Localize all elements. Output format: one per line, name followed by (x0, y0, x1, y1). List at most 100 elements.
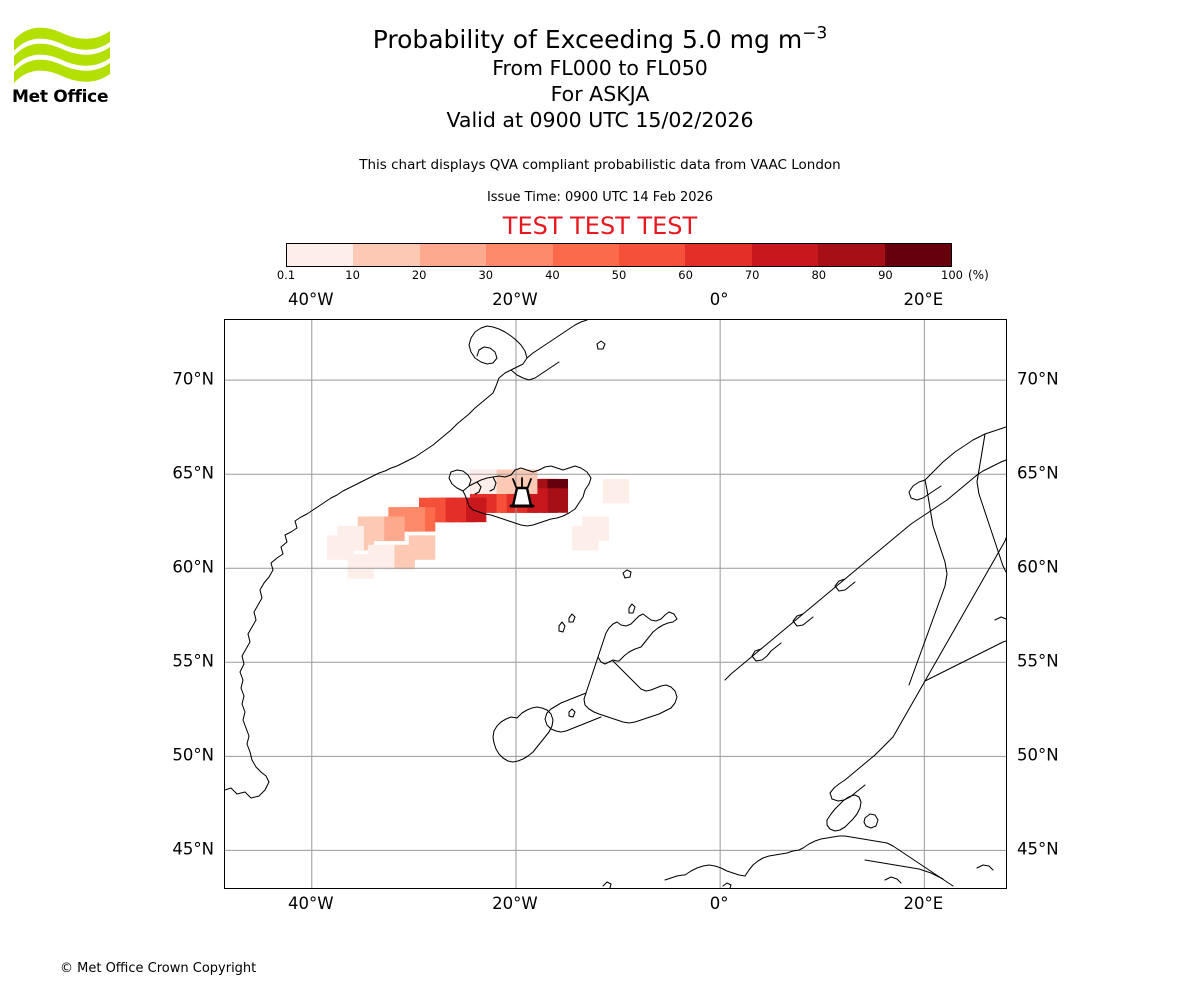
lon-label-top-20: 20°E (903, 290, 944, 309)
colorbar-tick-80: 80 (811, 268, 827, 282)
coastline-norway-fjord2 (792, 613, 814, 627)
colorbar-tick-60: 60 (678, 268, 693, 282)
colorbar-segment-1 (353, 244, 420, 266)
coastline-fragment-4 (994, 616, 1006, 621)
colorbar-tick-0.1: 0.1 (276, 268, 296, 282)
coastline-norway-nordkapp (908, 479, 942, 501)
colorbar-units: (%) (968, 268, 989, 282)
map-canvas (225, 320, 1006, 888)
lat-label-right-50: 50°N (1017, 745, 1059, 765)
colorbar-tick-90: 90 (878, 268, 893, 282)
colorbar-tick-20: 20 (411, 268, 427, 282)
lat-label-right-70: 70°N (1017, 369, 1059, 389)
lon-label-bottom--40: 40°W (287, 894, 334, 913)
coastline-ireland (492, 706, 554, 763)
ash-cell (347, 554, 375, 579)
coastline-hebrides (568, 613, 576, 623)
colorbar-segment-3 (486, 244, 553, 266)
coastline-gb-south (583, 656, 678, 724)
strapline: This chart displays QVA compliant probab… (359, 157, 841, 173)
flight-level-subtitle: From FL000 to FL050 (492, 56, 708, 80)
border-norway-sweden (908, 479, 948, 686)
coastline-greenland-north (468, 325, 528, 404)
colorbar-tick-30: 30 (478, 268, 494, 282)
colorbar-segment-2 (419, 244, 487, 266)
coastline-finland-gulf (924, 640, 1006, 682)
lat-label-left-60: 60°N (172, 557, 214, 577)
colorbar-tick-40: 40 (545, 268, 560, 282)
coastline-great-britain (597, 611, 678, 665)
colorbar-segment-7 (751, 244, 819, 266)
lat-label-right-55: 55°N (1017, 651, 1059, 671)
map-plot-area[interactable] (224, 319, 1007, 889)
coastline-norway-coastfjords (751, 642, 782, 662)
lat-label-left-65: 65°N (172, 463, 214, 483)
page-title: Probability of Exceeding 5.0 mg m−3 (0, 24, 1200, 55)
colorbar-tick-50: 50 (611, 268, 627, 282)
lat-label-right-65: 65°N (1017, 463, 1059, 483)
volcano-subtitle: For ASKJA (550, 82, 650, 106)
coastline-fragment-1 (602, 881, 612, 888)
coastline-norway-west (724, 499, 948, 681)
copyright-text: © Met Office Crown Copyright (60, 961, 257, 976)
coastline-outer-hebrides (558, 621, 566, 633)
coastline-france-channel (664, 874, 686, 881)
coastline-gb-wales (544, 692, 602, 733)
coastline-iceland-nw-fjords (448, 469, 472, 492)
valid-time-subtitle: Valid at 0900 UTC 15/02/2026 (446, 108, 754, 132)
lat-label-left-50: 50°N (172, 745, 214, 765)
ash-cell (602, 478, 630, 504)
colorbar-tick-100: 100 (941, 268, 963, 282)
colorbar-segment-0 (287, 244, 354, 266)
colorbar-segment-8 (818, 244, 885, 266)
colorbar-tick-labels: 0.1 10 20 30 40 50 60 70 80 90 100 (277, 268, 963, 284)
coastline-iceland-inlet1 (474, 481, 482, 495)
colorbar-segment-4 (552, 244, 620, 266)
colorbar-tick-10: 10 (345, 268, 360, 282)
map-gridlines (225, 320, 1006, 888)
met-office-wave-mark (14, 27, 110, 83)
coastline-sweden-south (829, 779, 866, 802)
lon-label-bottom-20: 20°E (903, 894, 944, 913)
page-title-exponent: −3 (802, 23, 828, 44)
lon-label-bottom-0: 0° (709, 894, 729, 913)
lat-label-right-60: 60°N (1017, 557, 1059, 577)
lon-label-bottom--20: 20°W (492, 894, 538, 913)
colorbar-segment-9 (884, 244, 952, 266)
coastline-baltic-south (864, 859, 944, 880)
coastline-jan-mayen (596, 340, 606, 350)
coastline-greenland (225, 402, 482, 799)
coastline-isle-of-man (568, 708, 576, 718)
colorbar-gradient (286, 243, 952, 267)
lon-label-top--40: 40°W (287, 290, 334, 309)
lon-label-top-0: 0° (709, 290, 729, 309)
coastline-denmark-islands (863, 813, 879, 829)
page-title-text: Probability of Exceeding 5.0 mg m (372, 25, 803, 54)
coastline-faroes (622, 569, 632, 579)
volcano-icon[interactable] (509, 477, 535, 508)
ash-cell (572, 525, 599, 551)
colorbar (286, 243, 952, 267)
coastline-fragment-3 (976, 864, 994, 871)
coastline-norway-fjord3 (834, 578, 856, 592)
border-sweden-finland (976, 433, 1006, 573)
met-office-logo: Met Office (12, 22, 112, 114)
coastline-norway-finnmark (924, 426, 1006, 481)
coastline-nl (744, 847, 804, 877)
coastline-greenland-inlet (510, 361, 560, 381)
coastline-fragment-5 (884, 876, 902, 884)
coastlines-layer (225, 320, 1006, 888)
coastline-iceland (462, 465, 592, 527)
coastline-france-belgium (684, 864, 746, 877)
coastline-iceland-inlet2 (489, 476, 497, 492)
lat-label-right-45: 45°N (1017, 839, 1059, 859)
lat-label-left-55: 55°N (172, 651, 214, 671)
colorbar-segment-6 (685, 244, 752, 266)
coastline-denmark (826, 794, 862, 832)
colorbar-tick-70: 70 (744, 268, 760, 282)
coastline-nl-de-coast (802, 835, 888, 849)
test-banner: TEST TEST TEST (502, 212, 698, 240)
coastline-norway-north (946, 459, 1006, 501)
issue-time: Issue Time: 0900 UTC 14 Feb 2026 (486, 190, 714, 205)
met-office-logo-text: Met Office (12, 87, 109, 107)
